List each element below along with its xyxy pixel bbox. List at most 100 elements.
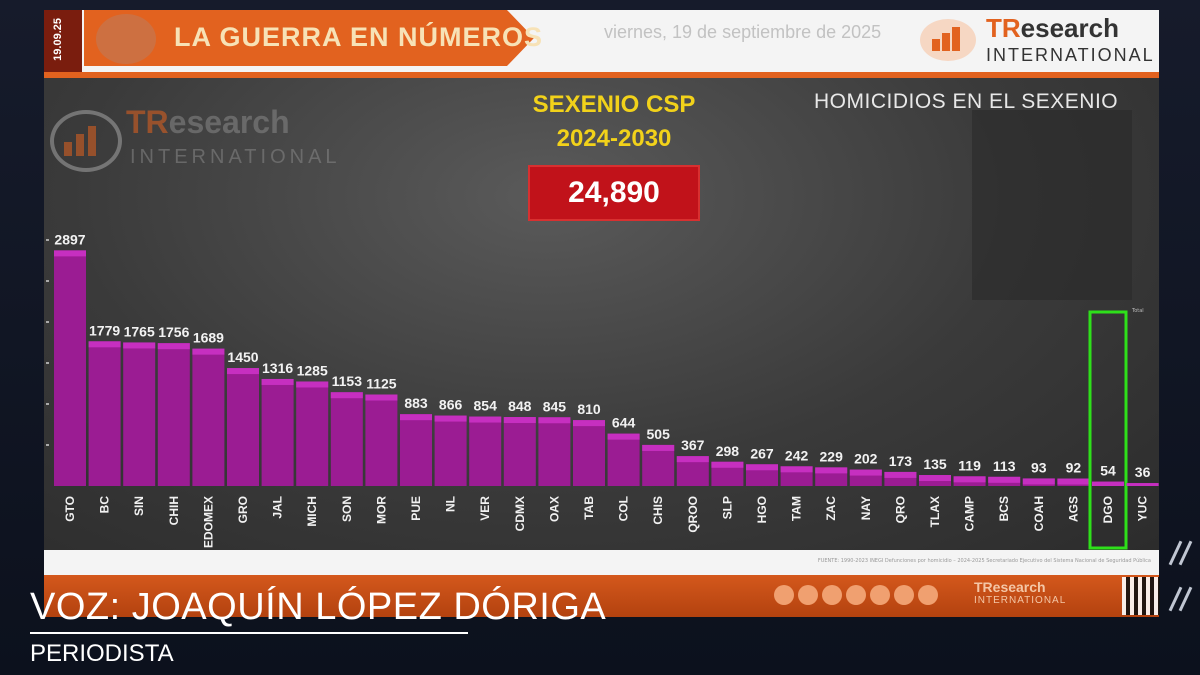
axis-tick — [46, 321, 49, 323]
bar-top-dgo — [1092, 481, 1124, 486]
watermark-wordmark: TResearch — [126, 104, 290, 140]
bar-cdmx — [503, 417, 536, 486]
category-label-qro: QRO — [893, 496, 907, 523]
bar-tab — [573, 420, 605, 486]
total-homicides: 24,890 — [528, 165, 700, 221]
category-label-edomex: EDOMEX — [201, 496, 215, 548]
bar-sin — [123, 342, 156, 486]
decorative-slashes — [1168, 540, 1198, 620]
bar-top-tab — [573, 420, 605, 427]
value-label-hgo: 267 — [750, 445, 774, 461]
category-label-hgo: HGO — [755, 496, 769, 523]
bar-top-gto — [54, 250, 86, 257]
bar-top-tlax — [919, 475, 951, 482]
axis-tick — [46, 239, 49, 241]
category-label-cdmx: CDMX — [513, 496, 527, 531]
bar-son — [330, 392, 363, 486]
logo-wordmark: TResearch — [986, 13, 1119, 43]
category-label-jal: JAL — [271, 496, 285, 519]
value-label-bc: 1779 — [89, 322, 120, 338]
bar-top-camp — [953, 476, 986, 483]
value-label-dgo: 54 — [1100, 463, 1116, 479]
category-label-slp: SLP — [720, 496, 734, 519]
value-label-camp: 119 — [958, 457, 981, 473]
category-label-chis: CHIS — [651, 496, 665, 525]
bars-logo-icon — [920, 19, 976, 61]
sexenio-line1: SEXENIO CSP — [532, 91, 696, 118]
bar-top-pue — [400, 414, 432, 421]
category-label-bcs: BCS — [997, 496, 1011, 521]
bar-ver — [469, 416, 502, 486]
bar-top-col — [607, 433, 640, 440]
bar-top-nl — [434, 415, 467, 422]
bar-top-coah — [1022, 478, 1055, 485]
banner-logo: TResearch INTERNATIONAL — [974, 579, 1067, 606]
bar-jal — [261, 378, 294, 486]
value-label-slp: 298 — [716, 443, 740, 459]
bar-gto — [54, 250, 86, 486]
bar-chart: 2897 GTO 1779 BC 1765 SIN 1756 CHIH 1689 EDOMEX 14… — [46, 231, 1159, 550]
whatsapp-icon — [798, 585, 818, 605]
qr-code-icon — [1122, 577, 1160, 615]
category-label-qroo: QROO — [686, 496, 700, 533]
highlight-box-dgo — [1088, 310, 1128, 550]
title-photo — [96, 14, 156, 64]
value-label-yuc: 36 — [1135, 464, 1151, 480]
category-label-chih: CHIH — [167, 496, 181, 525]
value-label-mich: 1285 — [297, 362, 328, 378]
bar-top-zac — [815, 467, 848, 474]
bar-top-gro — [227, 368, 259, 375]
sexenio-line2: 2024-2030 — [556, 125, 672, 152]
total-tiny-label: Total — [1132, 308, 1144, 314]
title-tab — [84, 10, 534, 66]
web-icon — [774, 585, 794, 605]
watermark-logo: TResearch INTERNATIONAL — [50, 102, 337, 182]
value-label-chis: 505 — [647, 426, 671, 442]
logo-international: INTERNATIONAL — [986, 45, 1155, 65]
twitter-icon — [846, 585, 866, 605]
bar-chis — [642, 444, 675, 486]
value-label-oax: 845 — [543, 398, 567, 414]
value-label-tlax: 135 — [923, 456, 947, 472]
value-label-tam: 242 — [785, 447, 809, 463]
value-label-mor: 1125 — [366, 376, 397, 392]
category-label-bc: BC — [98, 496, 112, 514]
value-label-bcs: 113 — [993, 458, 1016, 474]
bar-top-chis — [642, 444, 675, 451]
watermark-international: INTERNATIONAL — [130, 146, 341, 168]
bar-col — [607, 433, 640, 486]
category-label-tab: TAB — [582, 496, 596, 520]
bar-top-nay — [849, 469, 882, 476]
bar-top-mich — [296, 381, 329, 388]
broadcast-panel: 19.09.25 LA GUERRA EN NÚMEROS viernes, 1… — [44, 10, 1159, 575]
category-label-ver: VER — [478, 496, 492, 521]
bar-oax — [538, 417, 571, 486]
value-label-qroo: 367 — [681, 437, 705, 453]
category-label-nay: NAY — [859, 496, 873, 520]
bar-top-hgo — [746, 464, 778, 471]
value-label-gro: 1450 — [227, 349, 258, 365]
header-date: viernes, 19 de septiembre de 2025 — [604, 22, 882, 42]
category-label-nl: NL — [444, 496, 458, 512]
category-label-coah: COAH — [1032, 496, 1046, 531]
linkedin-icon — [894, 585, 914, 605]
social-icons — [774, 585, 942, 609]
value-label-sin: 1765 — [124, 323, 155, 339]
source-text: FUENTE: 1990-2023 INEGI Defunciones por … — [817, 558, 1151, 564]
value-label-zac: 229 — [820, 448, 844, 464]
category-label-ags: AGS — [1066, 496, 1080, 522]
bar-top-ver — [469, 416, 502, 423]
youtube-icon — [918, 585, 938, 605]
axis-tick — [46, 280, 49, 282]
bar-top-son — [330, 392, 363, 399]
axis-tick — [46, 444, 49, 446]
bar-top-qro — [884, 471, 917, 478]
category-label-tlax: TLAX — [928, 496, 942, 527]
bar-top-cdmx — [503, 417, 536, 424]
bar-top-ags — [1057, 478, 1090, 485]
value-label-chih: 1756 — [158, 324, 189, 340]
bar-gro — [227, 368, 259, 486]
lower-third-banner: TResearch INTERNATIONAL — [44, 575, 1160, 617]
value-label-edomex: 1689 — [193, 330, 224, 346]
category-label-mor: MOR — [374, 496, 388, 524]
